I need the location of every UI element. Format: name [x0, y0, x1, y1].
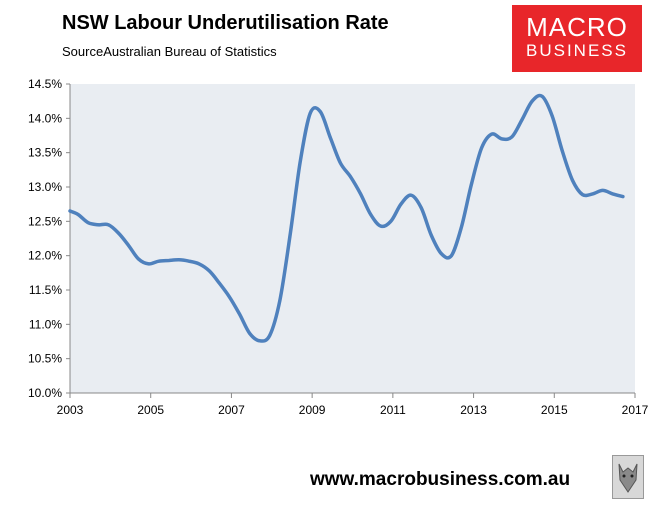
plot-area	[70, 84, 635, 393]
data-point	[86, 221, 90, 225]
data-point	[116, 231, 120, 235]
data-point	[338, 161, 342, 165]
x-tick-label: 2005	[137, 403, 164, 417]
logo-line-1: MACRO	[526, 12, 628, 42]
data-point	[369, 213, 373, 216]
y-tick-label: 14.0%	[28, 111, 62, 125]
x-tick-label: 2015	[541, 403, 568, 417]
data-point	[298, 161, 302, 165]
y-tick-label: 10.0%	[28, 386, 62, 400]
data-point	[540, 94, 544, 98]
x-tick-label: 2007	[218, 403, 245, 417]
data-point	[490, 132, 494, 136]
data-point	[611, 192, 615, 196]
series-layer	[68, 93, 625, 343]
data-point	[570, 178, 574, 182]
y-axis: 10.0% 10.5% 11.0% 11.5% 12.0% 12.5% 13.0% 13.5%…	[28, 77, 70, 400]
x-tick-label: 2017	[622, 403, 649, 417]
data-point	[379, 224, 383, 228]
x-tick-label: 2003	[57, 403, 84, 417]
data-point	[197, 262, 201, 266]
data-point	[258, 339, 262, 343]
data-point	[268, 333, 272, 337]
data-point	[288, 234, 292, 238]
data-point	[147, 262, 151, 266]
data-point	[520, 118, 524, 122]
data-point	[560, 149, 564, 153]
data-point	[409, 193, 413, 197]
data-point	[167, 259, 171, 262]
data-point	[439, 252, 443, 256]
data-point	[137, 257, 141, 261]
x-tick-label: 2009	[299, 403, 326, 417]
website-url: www.macrobusiness.com.au	[310, 469, 571, 490]
x-axis: 2003 2005 2007 2009 2011 2013 2015 2017	[57, 393, 649, 417]
data-point	[601, 188, 605, 192]
data-point	[227, 295, 231, 299]
data-point	[278, 298, 282, 302]
data-point	[96, 223, 100, 227]
data-point	[530, 99, 534, 103]
data-point	[318, 110, 322, 113]
y-tick-label: 11.5%	[29, 283, 62, 297]
data-point	[157, 259, 161, 263]
y-tick-label: 10.5%	[28, 352, 62, 366]
data-point	[127, 243, 130, 247]
data-point	[187, 259, 191, 263]
data-point	[419, 206, 423, 210]
data-point	[581, 193, 584, 197]
data-point	[207, 269, 211, 273]
data-point	[591, 192, 595, 196]
data-point	[550, 114, 554, 118]
data-point	[76, 213, 80, 216]
data-point	[106, 223, 110, 227]
y-tick-label: 13.0%	[28, 180, 62, 194]
y-tick-label: 12.5%	[28, 214, 62, 228]
data-point	[308, 112, 312, 115]
wolf-icon	[612, 455, 644, 499]
data-point	[449, 254, 453, 258]
x-tick-label: 2011	[380, 403, 406, 417]
data-point	[349, 175, 352, 179]
x-tick-label: 2013	[460, 403, 487, 417]
chart-source: SourceAustralian Bureau of Statistics	[62, 44, 277, 59]
y-tick-label: 11.0%	[29, 317, 62, 331]
data-point	[238, 312, 241, 316]
data-point	[470, 182, 474, 186]
data-point	[510, 135, 514, 139]
y-tick-label: 12.0%	[28, 249, 62, 263]
macrobusiness-logo: MACRO BUSINESS	[512, 5, 642, 72]
data-point	[328, 136, 332, 140]
data-point	[248, 331, 252, 335]
data-point	[480, 146, 484, 150]
data-point	[399, 202, 403, 206]
data-point	[621, 195, 625, 199]
y-tick-label: 14.5%	[28, 77, 62, 91]
data-point	[359, 192, 363, 196]
y-tick-label: 13.5%	[28, 146, 62, 160]
data-point	[389, 219, 393, 223]
data-point	[429, 233, 433, 237]
data-point	[217, 281, 221, 285]
data-point	[500, 137, 504, 141]
data-point	[177, 258, 181, 262]
logo-line-2: BUSINESS	[526, 41, 628, 60]
data-point	[460, 225, 463, 229]
data-point	[68, 209, 72, 213]
chart-title: NSW Labour Underutilisation Rate	[62, 12, 389, 34]
